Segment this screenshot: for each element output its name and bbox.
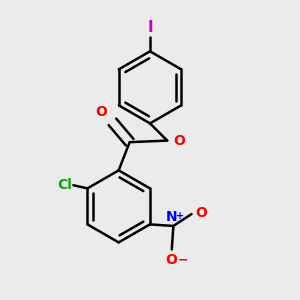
Text: I: I bbox=[147, 20, 153, 35]
Text: N: N bbox=[166, 210, 178, 224]
Text: O: O bbox=[165, 253, 177, 267]
Text: O: O bbox=[195, 206, 207, 220]
Text: −: − bbox=[178, 253, 189, 266]
Text: +: + bbox=[176, 211, 184, 221]
Text: Cl: Cl bbox=[57, 178, 72, 192]
Text: O: O bbox=[173, 134, 185, 148]
Text: O: O bbox=[95, 105, 107, 119]
